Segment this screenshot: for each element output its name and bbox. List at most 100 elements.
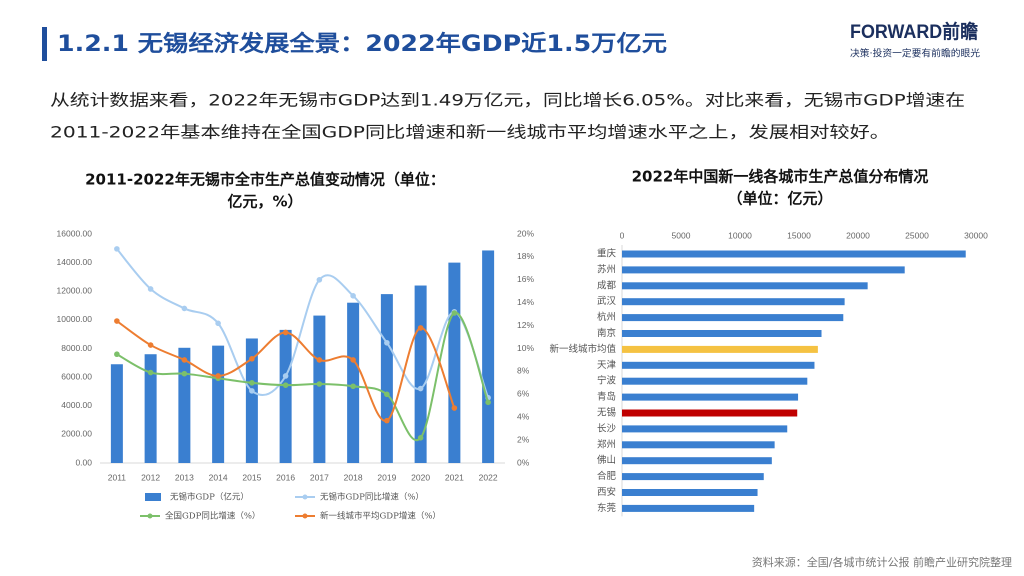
bar (245, 338, 258, 463)
bar (622, 266, 905, 274)
bar (347, 302, 360, 463)
line-point (316, 381, 323, 387)
bar (622, 282, 868, 290)
line-point (147, 369, 154, 376)
bar (622, 298, 845, 306)
y-tick-label: 新一线城市均值 (549, 343, 616, 355)
line-point (114, 351, 120, 358)
x-tick-label: 20000 (846, 230, 870, 240)
paragraph-line: 2011-2022年基本维持在全国GDP同比增速和新一线城市平均增速水平之上，发… (50, 123, 890, 142)
bar (178, 347, 191, 463)
line-point (181, 305, 188, 312)
y-tick-label: 10000.00 (57, 314, 93, 324)
title-bar (42, 27, 47, 61)
x-tick-label: 15000 (787, 230, 811, 240)
line-point (384, 339, 390, 346)
chart-title: 亿元，%） (227, 193, 302, 211)
y2-tick-label: 20% (517, 228, 534, 238)
line-point (384, 417, 390, 424)
y-tick-label: 6000.00 (61, 371, 92, 381)
line-point (316, 277, 323, 283)
y-tick-label: 杭州 (597, 311, 616, 323)
y-tick-label: 16000.00 (57, 228, 93, 238)
x-tick-label: 2020 (411, 472, 430, 482)
bar (622, 473, 764, 481)
bar (622, 409, 798, 417)
legend-label: 无锡市GDP同比增速（%） (320, 492, 424, 503)
y-tick-label: 4000.00 (61, 400, 92, 410)
y-tick-label: 合肥 (597, 470, 617, 482)
source-note: 资料来源：全国/各城市统计公报 前瞻产业研究院整理 (752, 555, 1012, 569)
y2-tick-label: 6% (517, 389, 530, 399)
x-tick-label: 2017 (310, 472, 329, 482)
line-series (116, 320, 456, 422)
bar (622, 393, 799, 401)
y-tick-label: 佛山 (597, 454, 616, 466)
y-tick-label: 长沙 (597, 422, 617, 434)
bar (279, 329, 292, 463)
line-point (282, 373, 289, 379)
legend-label: 无锡市GDP（亿元） (170, 492, 249, 503)
x-tick-label: 2021 (445, 472, 464, 482)
line-point (316, 357, 323, 363)
legend-swatch (302, 513, 308, 519)
line-point (350, 293, 356, 299)
x-tick-label: 10000 (728, 230, 752, 240)
line-point (451, 405, 458, 411)
y2-tick-label: 18% (517, 251, 534, 261)
bar (448, 262, 461, 463)
line-point (282, 329, 289, 336)
bar (622, 345, 818, 353)
x-tick-label: 30000 (964, 230, 988, 240)
bar (622, 457, 772, 465)
chart-title: 2022年中国新一线各城市生产总值分布情况 (632, 168, 929, 186)
x-tick-label: 5000 (672, 230, 691, 240)
y-tick-label: 8000.00 (61, 343, 92, 353)
bar (622, 504, 755, 512)
y-tick-label: 0.00 (75, 457, 92, 467)
x-tick-label: 2019 (377, 472, 396, 482)
line-point (451, 310, 458, 316)
y2-tick-label: 0% (517, 457, 530, 467)
y-tick-label: 苏州 (597, 263, 616, 275)
y2-tick-label: 12% (517, 320, 534, 330)
line-point (249, 388, 255, 394)
x-tick-label: 2012 (141, 472, 160, 482)
line-point (114, 318, 120, 324)
bar (622, 441, 775, 449)
line-point (282, 382, 289, 388)
line-point (249, 356, 255, 362)
bar (144, 354, 157, 463)
x-tick-label: 0 (620, 230, 625, 240)
y-tick-label: 无锡 (597, 407, 616, 419)
line-point (215, 320, 221, 327)
y2-tick-label: 10% (517, 343, 534, 353)
y2-tick-label: 4% (517, 411, 530, 421)
y-tick-label: 14000.00 (57, 257, 93, 267)
bar (622, 425, 788, 433)
bar (622, 489, 758, 496)
x-tick-label: 2011 (108, 472, 127, 482)
y-tick-label: 重庆 (597, 248, 617, 260)
y-tick-label: 郑州 (597, 438, 616, 450)
y-tick-label: 东莞 (597, 502, 617, 514)
slide-title: 1.2.1 无锡经济发展全景：2022年GDP近1.5万亿元 (57, 31, 667, 57)
legend-label: 全国GDP同比增速（%） (165, 511, 260, 522)
bar (622, 330, 822, 337)
chart-title: （单位：亿元） (727, 190, 832, 208)
bar (482, 250, 495, 463)
bar (622, 314, 844, 322)
y-tick-label: 2000.00 (61, 429, 92, 439)
x-tick-label: 2022 (479, 472, 498, 482)
y2-tick-label: 8% (517, 366, 530, 376)
bar (622, 377, 808, 385)
slogan: 决策·投资一定要有前瞻的眼光 (850, 48, 981, 60)
line-point (147, 286, 154, 292)
line-point (384, 391, 390, 398)
line-point (350, 357, 356, 363)
legend-swatch (145, 493, 161, 501)
legend-swatch (147, 513, 153, 519)
x-tick-label: 2018 (344, 472, 363, 482)
